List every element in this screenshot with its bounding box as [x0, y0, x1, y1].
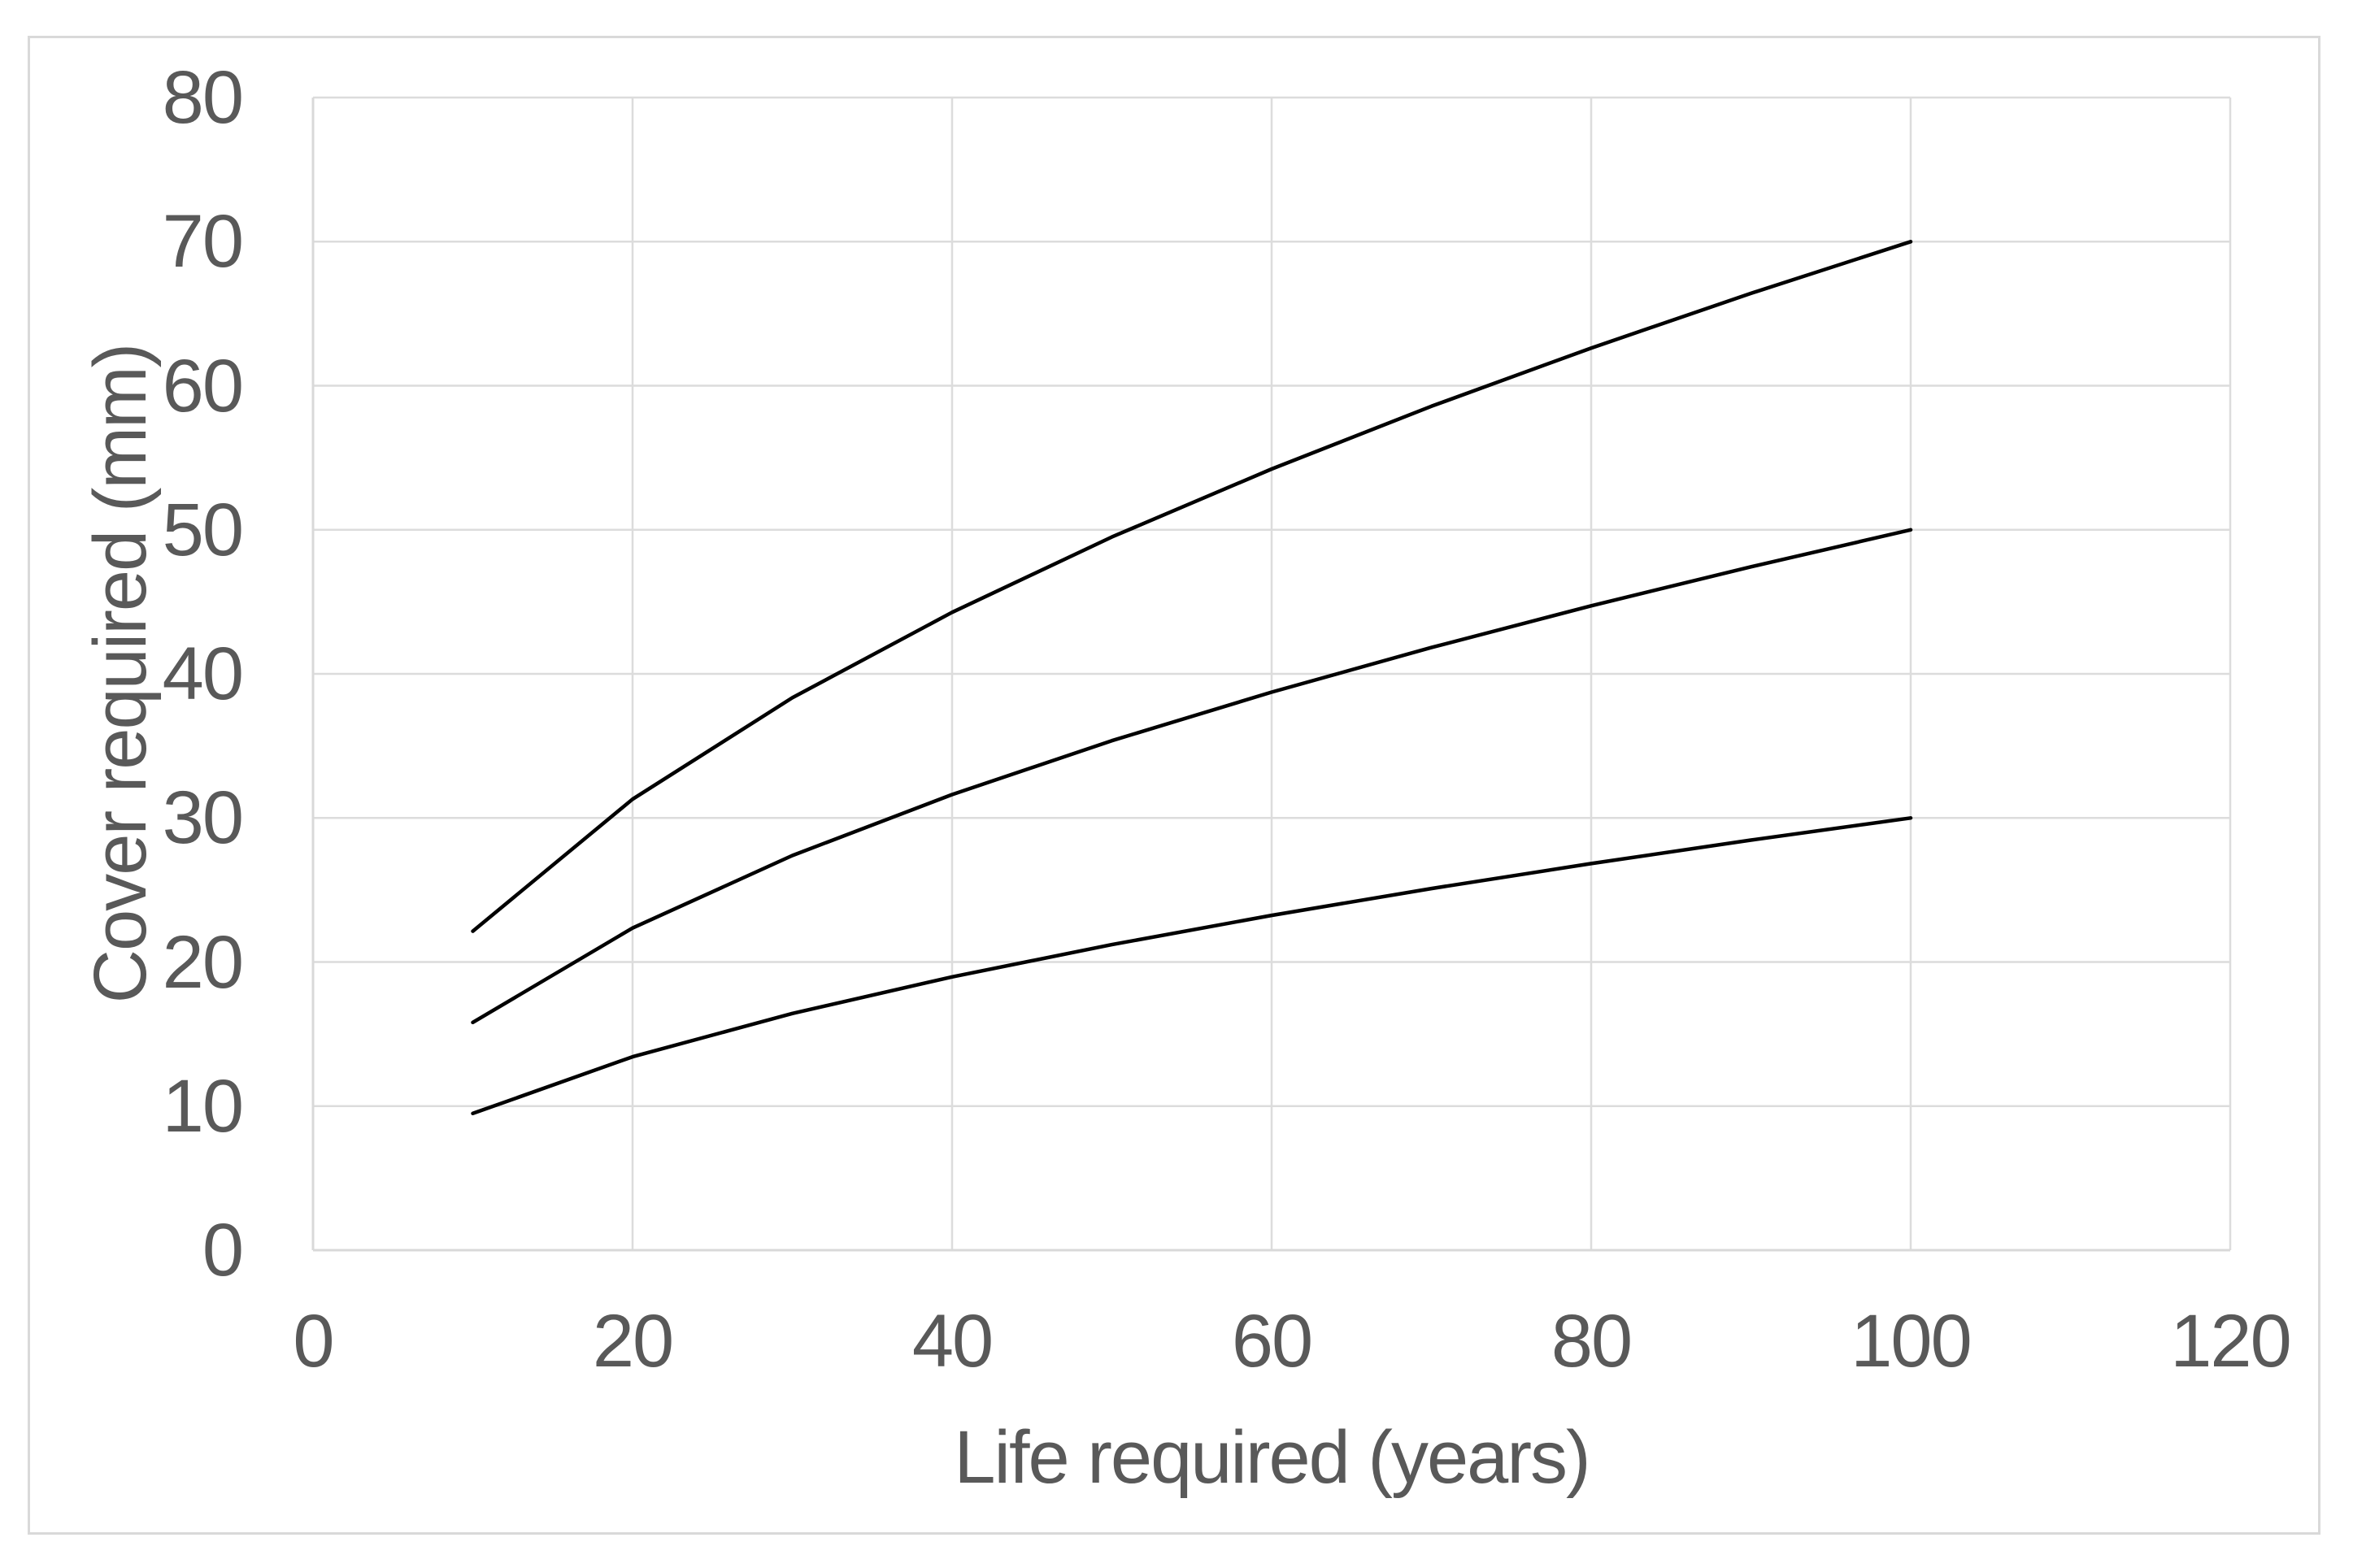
- y-axis-title: Cover required (mm): [79, 344, 162, 1004]
- y-tick-label-50: 50: [162, 488, 244, 571]
- x-tick-label-20: 20: [592, 1300, 674, 1383]
- y-tick-label-30: 30: [162, 776, 244, 860]
- y-tick-label-0: 0: [202, 1209, 244, 1292]
- x-tick-label-40: 40: [911, 1300, 994, 1383]
- x-tick-label-100: 100: [1851, 1300, 1972, 1383]
- y-tick-label-40: 40: [162, 632, 244, 715]
- y-tick-label-20: 20: [162, 920, 244, 1004]
- x-tick-label-80: 80: [1551, 1300, 1633, 1383]
- y-tick-label-60: 60: [162, 344, 244, 428]
- x-tick-label-60: 60: [1231, 1300, 1313, 1383]
- curve-top: [471, 240, 1913, 933]
- x-axis-title: Life required (years): [954, 1416, 1590, 1499]
- curve-bottom: [471, 816, 1913, 1116]
- curve-middle: [471, 528, 1913, 1025]
- y-tick-label-10: 10: [162, 1064, 244, 1148]
- x-tick-label-120: 120: [2170, 1300, 2292, 1383]
- x-tick-label-0: 0: [293, 1300, 334, 1383]
- y-tick-label-80: 80: [162, 56, 244, 139]
- chart-frame: [28, 36, 2320, 1535]
- y-tick-label-70: 70: [162, 200, 244, 284]
